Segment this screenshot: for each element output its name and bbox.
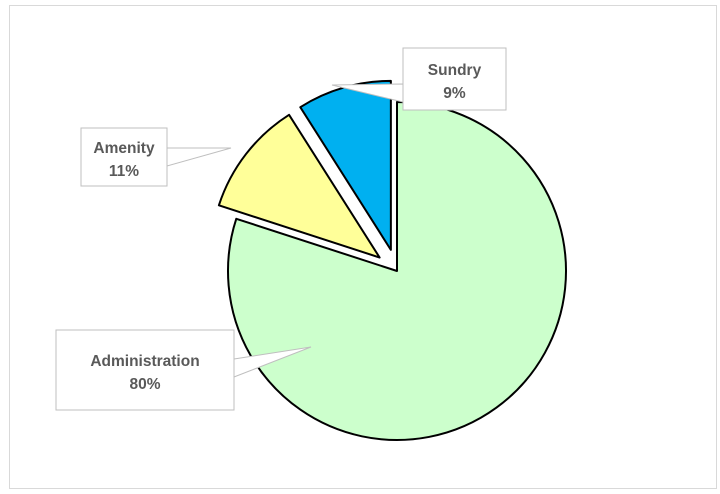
data-label-administration: Administration 80% xyxy=(55,329,312,411)
percentage-sundry: 9% xyxy=(443,85,466,102)
pie-slice-amenity xyxy=(217,113,381,259)
category-name-amenity: Amenity xyxy=(93,140,155,157)
percentage-amenity: 11% xyxy=(109,163,139,180)
callout-box xyxy=(55,329,235,411)
category-name-sundry: Sundry xyxy=(428,62,482,79)
data-label-amenity: Amenity 11% xyxy=(80,127,232,187)
callout-box xyxy=(402,47,507,111)
callout-leader xyxy=(166,147,232,167)
pie-slice-administration xyxy=(227,101,567,441)
callout-box xyxy=(80,127,168,187)
category-name-administration: Administration xyxy=(90,353,199,370)
data-label-sundry: Sundry 9% xyxy=(331,47,507,111)
percentage-administration: 80% xyxy=(129,376,160,393)
